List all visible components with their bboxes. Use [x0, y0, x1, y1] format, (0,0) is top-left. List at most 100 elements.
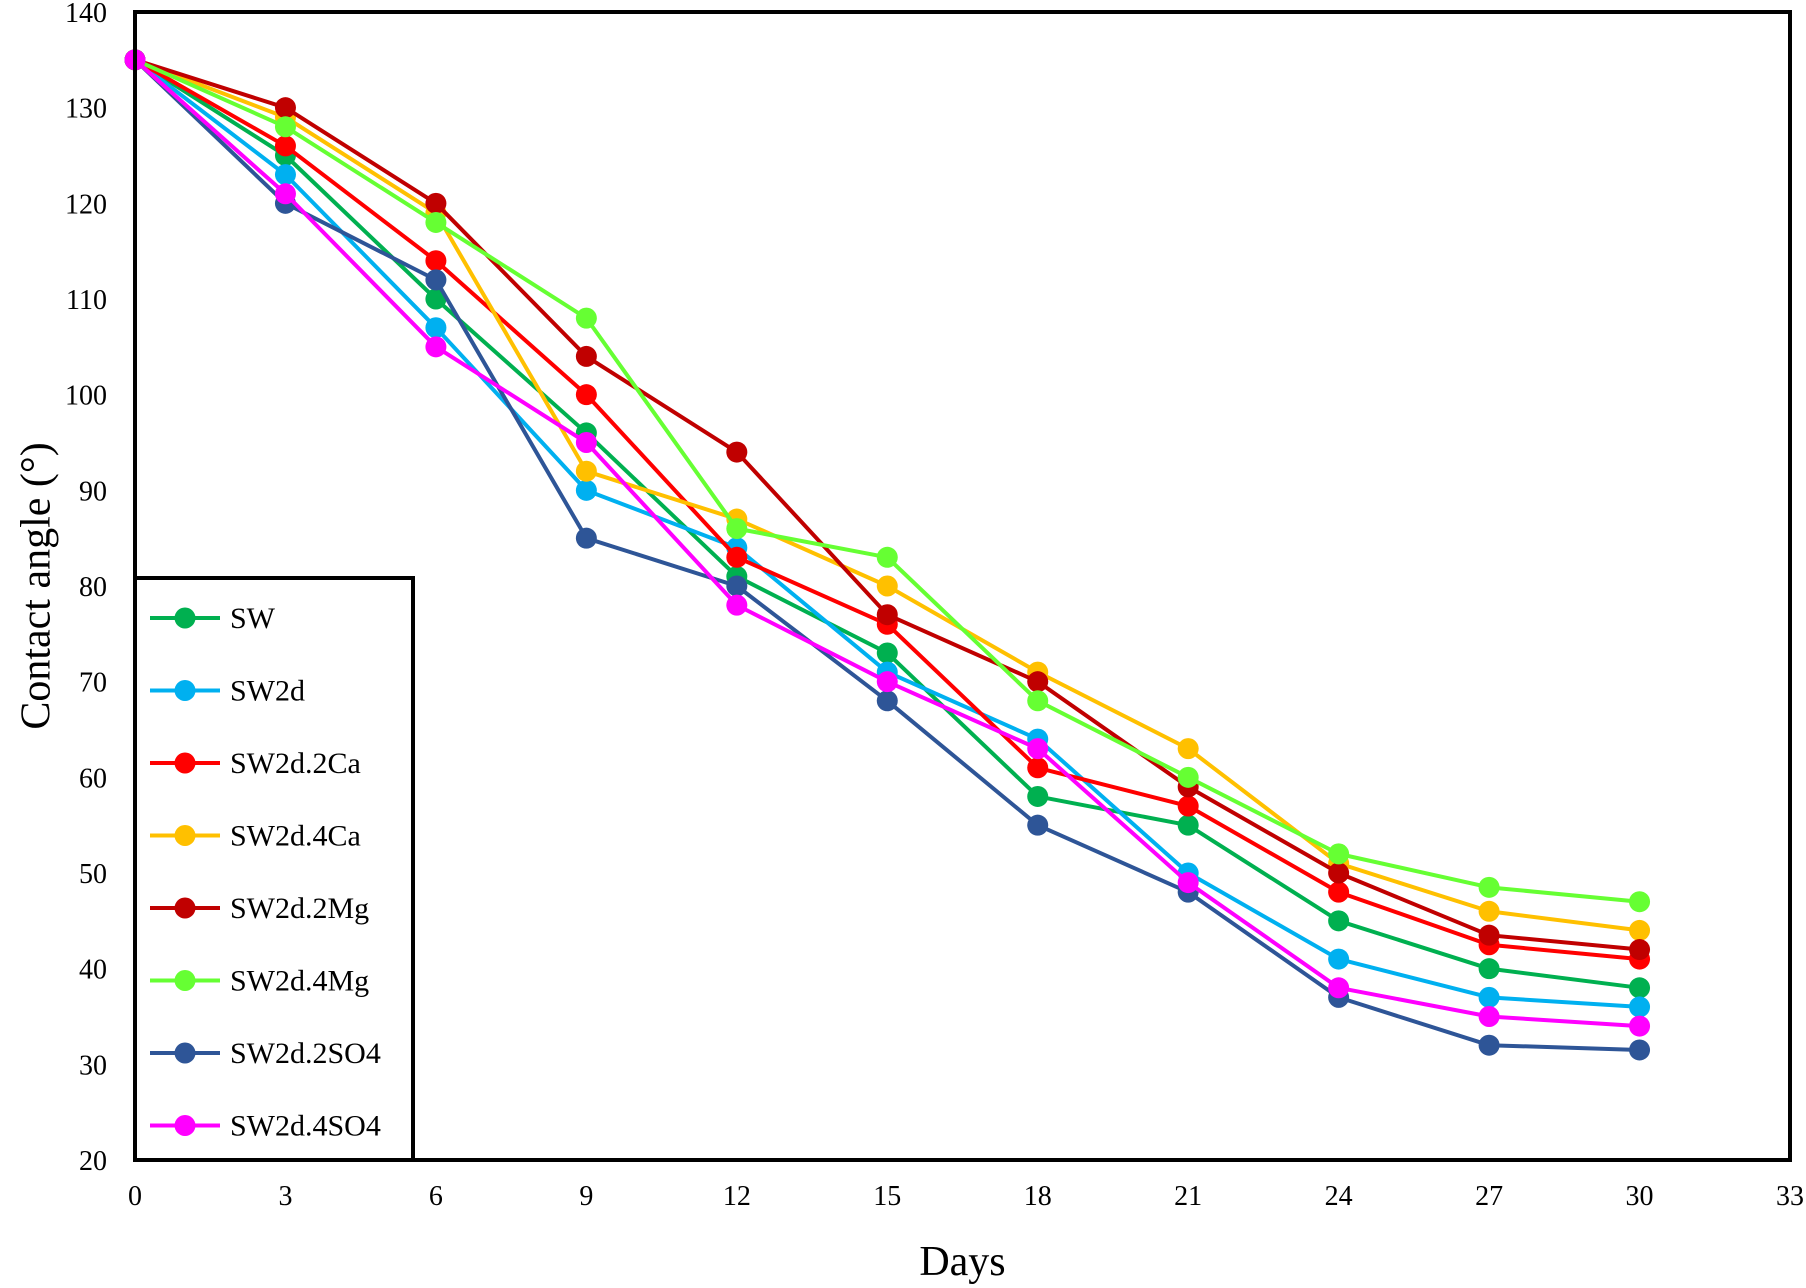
data-point: [274, 97, 296, 119]
data-point: [1177, 795, 1199, 817]
y-tick-label: 30: [79, 1050, 107, 1081]
x-tick-label: 27: [1475, 1181, 1503, 1212]
data-point: [1478, 924, 1500, 946]
data-point: [726, 518, 748, 540]
data-point: [1478, 1006, 1500, 1027]
data-point: [1478, 900, 1500, 922]
y-tick-label: 120: [65, 189, 107, 220]
data-point: [575, 527, 597, 549]
data-point: [1629, 939, 1651, 961]
legend-item: SW2d.4Mg: [150, 965, 369, 998]
data-point: [274, 183, 296, 205]
x-tick-label: 3: [278, 1181, 292, 1212]
data-point: [425, 192, 447, 214]
legend: SW SW2d SW2d.2Ca SW2d.4Ca SW2d.2Mg SW2d.4Mg SW…: [133, 576, 415, 1162]
legend-item: SW: [150, 602, 276, 635]
y-axis-title: Contact angle (°): [14, 442, 60, 729]
legend-item: SW2d.2SO4: [150, 1037, 381, 1070]
legend-item: SW2d.4Ca: [150, 820, 361, 853]
data-point: [726, 441, 748, 463]
data-point: [575, 384, 597, 406]
data-point: [1629, 891, 1651, 913]
data-point: [876, 575, 898, 597]
legend-swatch-marker: [174, 897, 196, 919]
data-point: [1328, 977, 1350, 999]
legend-item: SW2d.2Ca: [150, 747, 361, 780]
data-point: [1629, 1015, 1651, 1037]
data-point: [1027, 757, 1049, 779]
y-tick-label: 140: [65, 0, 107, 29]
y-tick-label: 50: [79, 859, 107, 890]
data-point: [1177, 738, 1199, 760]
x-axis-ticks: 0 3 6 9 12 15 18 21 24 27 30 33: [128, 1181, 1804, 1212]
data-point: [575, 307, 597, 329]
data-point: [1177, 766, 1199, 788]
legend-label: SW2d: [230, 675, 305, 708]
data-point: [1478, 1034, 1500, 1056]
legend-label: SW2d.2Mg: [230, 892, 369, 925]
legend-label: SW2d.4Mg: [230, 965, 369, 998]
legend-item: SW2d: [150, 675, 305, 708]
series-SW2d.4Mg: [124, 49, 1651, 913]
y-axis-ticks: 20 30 40 50 60 70 80 90 100 110 120 130 140: [65, 0, 107, 1177]
data-point: [425, 336, 447, 358]
y-tick-label: 100: [65, 381, 107, 412]
y-tick-label: 60: [79, 763, 107, 794]
y-tick-label: 80: [79, 572, 107, 603]
data-point: [876, 671, 898, 693]
data-point: [1629, 996, 1651, 1018]
legend-label: SW2d.2SO4: [230, 1037, 381, 1070]
x-tick-label: 6: [429, 1181, 443, 1212]
legend-swatch-marker: [174, 680, 196, 701]
data-point: [575, 460, 597, 482]
x-tick-label: 0: [128, 1181, 142, 1212]
data-point: [1027, 785, 1049, 807]
data-point: [425, 211, 447, 233]
y-tick-label: 90: [79, 476, 107, 507]
data-point: [425, 317, 447, 339]
legend-item: SW2d.4SO4: [150, 1110, 381, 1143]
legend-swatch-marker: [174, 752, 196, 774]
legend-item: SW2d.2Mg: [150, 892, 369, 925]
data-point: [1328, 843, 1350, 865]
data-point: [575, 479, 597, 501]
legend-items: SW SW2d SW2d.2Ca SW2d.4Ca SW2d.2Mg SW2d.4Mg SW…: [150, 602, 381, 1143]
x-tick-label: 30: [1626, 1181, 1654, 1212]
data-point: [425, 269, 447, 291]
data-point: [1478, 876, 1500, 898]
legend-swatch-marker: [174, 825, 196, 846]
data-point: [726, 594, 748, 616]
data-point: [876, 604, 898, 626]
data-point: [1027, 671, 1049, 693]
data-point: [1027, 738, 1049, 760]
data-point: [876, 642, 898, 664]
data-point: [1478, 986, 1500, 1008]
data-point: [1629, 977, 1651, 999]
data-point: [1027, 814, 1049, 836]
legend-swatch-marker: [174, 1115, 196, 1136]
x-tick-label: 12: [723, 1181, 751, 1212]
data-point: [1328, 910, 1350, 932]
data-point: [575, 345, 597, 367]
data-point: [726, 546, 748, 568]
data-point: [1027, 690, 1049, 712]
legend-label: SW: [230, 602, 276, 635]
data-point: [1177, 814, 1199, 836]
series-SW2d.4SO4: [124, 49, 1651, 1037]
legend-swatch-marker: [174, 1042, 196, 1064]
legend-swatch-marker: [174, 607, 196, 629]
y-tick-label: 40: [79, 955, 107, 986]
data-point: [425, 250, 447, 272]
legend-box: [133, 576, 415, 1162]
y-tick-label: 110: [66, 285, 107, 316]
legend-label: SW2d.4SO4: [230, 1110, 381, 1143]
data-point: [1328, 862, 1350, 884]
data-point: [425, 288, 447, 310]
x-tick-label: 24: [1325, 1181, 1353, 1212]
data-point: [1328, 948, 1350, 970]
data-point: [1629, 919, 1651, 941]
data-point: [274, 164, 296, 186]
series-layer: [124, 49, 1651, 1061]
x-tick-label: 18: [1024, 1181, 1052, 1212]
